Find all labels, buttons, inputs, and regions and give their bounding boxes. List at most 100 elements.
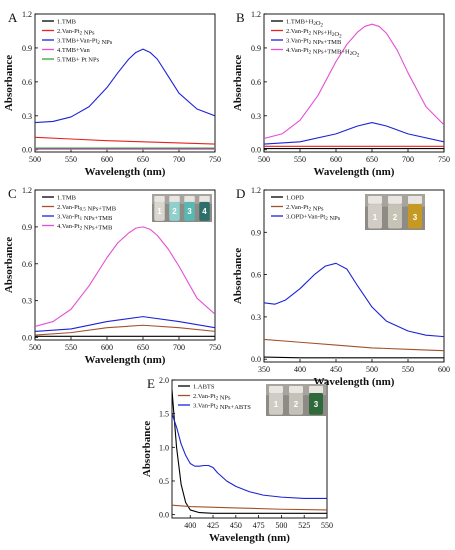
legend-entry: 4.Van-Pt2 NPs+TMB	[57, 223, 113, 232]
series-line	[35, 48, 215, 124]
legend-entry: 4.TMB+Van	[57, 47, 90, 54]
y-tick-label: 0.9	[22, 223, 32, 232]
y-axis-label: Absorbance	[3, 55, 15, 111]
x-tick-label: 600	[438, 365, 450, 374]
x-axis-label: Wavelength (nm)	[85, 166, 166, 178]
vial-cap	[199, 196, 210, 203]
x-tick-label: 550	[65, 155, 77, 164]
x-tick-label: 550	[65, 343, 77, 352]
y-axis-label: Absorbance	[232, 55, 244, 111]
legend-entry: 2.Van-Pt2 NPs	[286, 204, 324, 213]
y-tick-label: 0.3	[251, 313, 261, 322]
vial-cap	[154, 196, 165, 203]
y-tick-label: 0.0	[251, 146, 261, 155]
legend-entry: 1.TMB+H2O2	[286, 18, 324, 28]
y-tick-label: 0.9	[251, 228, 261, 237]
legend-entry: 3.TMB+Van-Pt2 NPs	[57, 37, 113, 46]
y-tick-label: 0.6	[251, 78, 261, 87]
legend-entry: 2.Van-Pt2 NPs+H2O2	[286, 28, 342, 40]
x-tick-label: 400	[294, 365, 306, 374]
x-tick-label: 700	[173, 343, 185, 352]
y-tick-label: 0.9	[251, 44, 261, 53]
x-tick-label: 550	[294, 155, 306, 164]
legend-entry: 3.OPD+Van-Pt2 NPs	[286, 213, 341, 222]
vial-cap	[388, 196, 402, 204]
vial-cap	[269, 386, 283, 394]
plot-frame	[34, 189, 216, 341]
x-tick-label: 600	[101, 343, 113, 352]
series-line	[264, 122, 444, 145]
x-tick-label: 600	[330, 155, 342, 164]
x-tick-label: 425	[207, 521, 219, 530]
y-tick-label: 1.2	[251, 10, 261, 19]
vial-label: 1	[373, 213, 378, 222]
legend-entry: 2.Van-Pt0.5 NPs+TMB	[57, 204, 117, 213]
series-line	[35, 316, 215, 332]
vial-label: 3	[413, 213, 418, 222]
legend-entry: 1.TMB	[57, 18, 77, 25]
panel-d: D 350 400 450 500 550 600 0.0 0.3 0.6 0.9 1.2 Wavele…	[232, 186, 450, 388]
x-tick-label: 500	[258, 155, 270, 164]
vial-cap	[289, 386, 303, 394]
y-tick-label: 0.5	[159, 477, 169, 486]
y-tick-label: 0.0	[159, 511, 169, 520]
x-tick-label: 500	[29, 343, 41, 352]
x-axis-label: Wavelength (nm)	[85, 354, 166, 366]
plot-frame	[263, 189, 445, 363]
x-tick-label: 500	[29, 155, 41, 164]
vial-cap	[169, 196, 180, 203]
vial-label: 3	[187, 207, 192, 216]
vial	[199, 201, 210, 221]
y-tick-label: 0.0	[22, 146, 32, 155]
legend-entry: 3.Van-Pt2 NPs+ABTS	[193, 402, 251, 411]
vial-cap	[408, 196, 422, 204]
x-tick-label: 650	[137, 155, 149, 164]
x-tick-label: 350	[258, 365, 270, 374]
vial-cap	[309, 386, 323, 394]
panel-label: B	[236, 10, 245, 25]
legend-entry: 2.Van-Pt2 NPs	[193, 393, 231, 402]
legend-entry: 3.Van-Pt1 NPs+TMB	[57, 213, 113, 222]
series-line	[35, 136, 215, 145]
plot-frame	[171, 379, 328, 519]
x-tick-label: 525	[298, 521, 310, 530]
plot-frame	[263, 13, 445, 153]
vial-label: 1	[274, 400, 279, 409]
panel-b: B 500 550 600 650 700 750 0.0 0.3 0.6 0.9 1.2 Wavele…	[232, 10, 450, 178]
x-tick-label: 750	[209, 155, 221, 164]
y-tick-label: 1.2	[22, 186, 32, 195]
y-tick-label: 1.2	[22, 10, 32, 19]
vial-label: 4	[202, 207, 207, 216]
x-tick-label: 650	[137, 343, 149, 352]
vial	[289, 392, 303, 415]
x-tick-label: 450	[330, 365, 342, 374]
y-tick-label: 0.3	[22, 112, 32, 121]
series-line	[172, 504, 327, 511]
x-tick-label: 400	[184, 521, 196, 530]
vial	[184, 201, 195, 221]
y-tick-label: 0.0	[22, 334, 32, 343]
x-tick-label: 500	[366, 365, 378, 374]
legend-entry: 1.TMB	[57, 194, 77, 201]
legend-entry: 5.TMB+ Pt NPs	[57, 56, 100, 63]
y-tick-label: 0.0	[251, 355, 261, 364]
series-line	[172, 413, 327, 500]
panel-label: A	[8, 10, 18, 25]
y-tick-label: 0.3	[251, 112, 261, 121]
legend-entry: 2.Van-Pt2 NPs	[57, 28, 95, 37]
y-tick-label: 1.0	[159, 443, 169, 452]
x-tick-label: 600	[101, 155, 113, 164]
vial-photo: 1 2 3	[266, 384, 326, 416]
x-tick-label: 550	[321, 521, 333, 530]
x-tick-label: 500	[275, 521, 287, 530]
vial	[408, 204, 422, 229]
x-tick-label: 700	[402, 155, 414, 164]
x-axis-label: Wavelength (nm)	[314, 376, 395, 388]
vial-photo: 1 2 3 4	[152, 194, 212, 222]
x-axis-label: Wavelength (nm)	[314, 166, 395, 178]
